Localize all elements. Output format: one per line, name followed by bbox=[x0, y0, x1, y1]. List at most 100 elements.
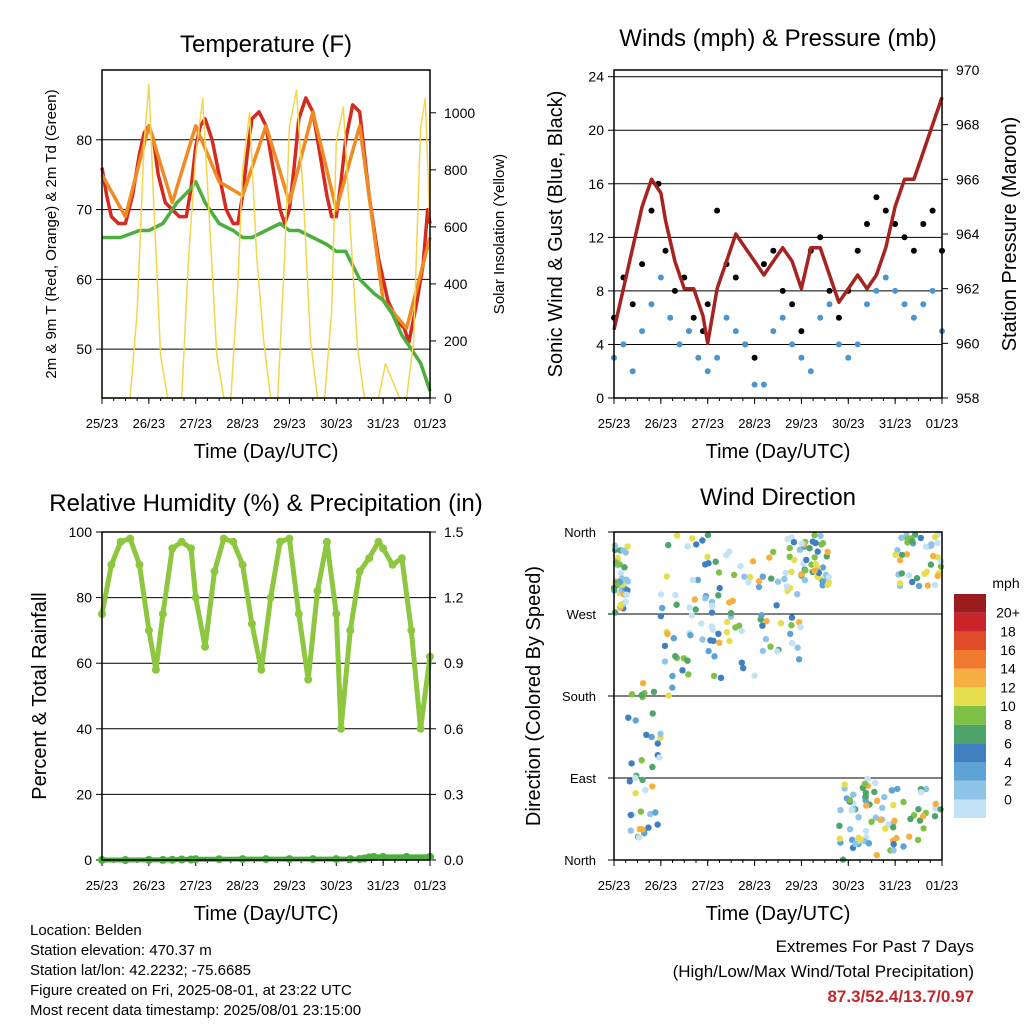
data-point bbox=[332, 610, 341, 618]
y-tick-label: South bbox=[562, 689, 596, 704]
y-tick-label: 50 bbox=[76, 341, 92, 357]
x-tick-label: 30/23 bbox=[320, 416, 353, 431]
direction-point bbox=[659, 604, 666, 612]
x-tick-label: 28/23 bbox=[226, 878, 259, 893]
direction-point bbox=[738, 627, 745, 635]
data-point bbox=[892, 221, 899, 227]
series-line-1 bbox=[99, 536, 433, 732]
y-tick-label: North bbox=[564, 853, 596, 868]
direction-point bbox=[643, 731, 650, 738]
colorbar-swatch bbox=[954, 612, 986, 632]
data-point bbox=[779, 314, 786, 321]
direction-point bbox=[890, 801, 897, 809]
direction-point bbox=[916, 817, 924, 824]
direction-point bbox=[932, 533, 939, 541]
direction-point bbox=[915, 582, 923, 590]
data-point bbox=[402, 852, 411, 861]
direction-point bbox=[766, 554, 773, 561]
direction-point bbox=[657, 591, 665, 598]
direction-point bbox=[704, 531, 712, 539]
direction-point bbox=[715, 569, 723, 576]
direction-point bbox=[755, 578, 763, 585]
data-point bbox=[639, 261, 646, 268]
direction-point bbox=[809, 538, 816, 545]
direction-point bbox=[687, 632, 694, 639]
data-point bbox=[845, 354, 852, 361]
direction-point bbox=[836, 822, 843, 829]
direction-point bbox=[924, 582, 931, 589]
x-tick-label: 31/23 bbox=[879, 878, 912, 893]
direction-point bbox=[632, 774, 639, 781]
direction-point bbox=[774, 648, 781, 655]
colorbar-swatch bbox=[954, 594, 986, 613]
direction-point bbox=[639, 776, 646, 784]
direction-point bbox=[787, 630, 794, 638]
direction-point bbox=[811, 554, 818, 561]
direction-point bbox=[806, 545, 813, 552]
direction-point bbox=[768, 575, 775, 582]
colorbar-tick-label: 16 bbox=[1000, 642, 1016, 658]
direction-point bbox=[777, 620, 785, 627]
data-point bbox=[168, 544, 177, 553]
direction-point bbox=[896, 557, 904, 564]
direction-point bbox=[625, 714, 632, 721]
direction-point bbox=[892, 551, 899, 558]
data-point bbox=[308, 855, 317, 864]
direction-point bbox=[931, 813, 939, 820]
direction-point bbox=[871, 779, 879, 787]
recent-text: Most recent data timestamp: 2025/08/01 2… bbox=[30, 1002, 362, 1019]
data-point bbox=[671, 287, 678, 294]
data-point bbox=[219, 534, 228, 543]
data-point bbox=[629, 368, 636, 375]
direction-point bbox=[715, 630, 722, 637]
colorbar-tick-label: 20+ bbox=[996, 605, 1020, 621]
data-point bbox=[313, 587, 322, 595]
colorbar-swatch bbox=[954, 687, 986, 706]
direction-point bbox=[841, 781, 848, 788]
x-axis-label: Time (Day/UTC) bbox=[194, 441, 339, 463]
chart-panel-1: Temperature (F)5060708002004006008001000… bbox=[43, 31, 508, 463]
colorbar-swatch bbox=[954, 762, 986, 781]
direction-point bbox=[737, 562, 744, 570]
y2-tick-label: 600 bbox=[444, 219, 468, 235]
direction-point bbox=[717, 674, 725, 681]
direction-point bbox=[927, 561, 935, 568]
direction-point bbox=[788, 614, 796, 621]
direction-point bbox=[801, 577, 809, 584]
y-tick-label: 0 bbox=[596, 390, 604, 406]
direction-point bbox=[898, 570, 906, 577]
data-point bbox=[177, 537, 186, 546]
y2-axis-label: Solar Insolation (Yellow) bbox=[491, 154, 508, 314]
direction-point bbox=[650, 688, 658, 695]
x-tick-label: 30/23 bbox=[320, 878, 353, 893]
direction-point bbox=[868, 818, 875, 825]
colorbar-swatch bbox=[954, 706, 986, 725]
colorbar-swatch bbox=[954, 780, 986, 800]
x-tick-label: 29/23 bbox=[785, 416, 818, 431]
direction-point bbox=[715, 592, 722, 599]
data-point bbox=[158, 610, 167, 618]
data-point bbox=[210, 567, 219, 576]
data-point bbox=[798, 328, 805, 335]
x-axis-label: Time (Day/UTC) bbox=[706, 441, 851, 463]
direction-point bbox=[702, 595, 709, 602]
data-point bbox=[107, 560, 116, 569]
data-point bbox=[262, 855, 270, 864]
direction-point bbox=[913, 575, 921, 582]
data-point bbox=[191, 593, 200, 602]
data-point bbox=[285, 534, 294, 543]
direction-point bbox=[638, 757, 645, 764]
direction-point bbox=[819, 578, 826, 585]
direction-point bbox=[726, 637, 733, 645]
direction-point bbox=[857, 836, 864, 843]
x-tick-label: 30/23 bbox=[832, 878, 865, 893]
series-line-2 bbox=[100, 110, 432, 330]
direction-point bbox=[920, 812, 927, 820]
direction-point bbox=[928, 541, 935, 548]
direction-point bbox=[794, 591, 801, 598]
direction-point bbox=[917, 534, 924, 542]
y-tick-label: 100 bbox=[69, 524, 93, 540]
direction-point bbox=[689, 535, 696, 542]
x-tick-label: 29/23 bbox=[273, 416, 306, 431]
